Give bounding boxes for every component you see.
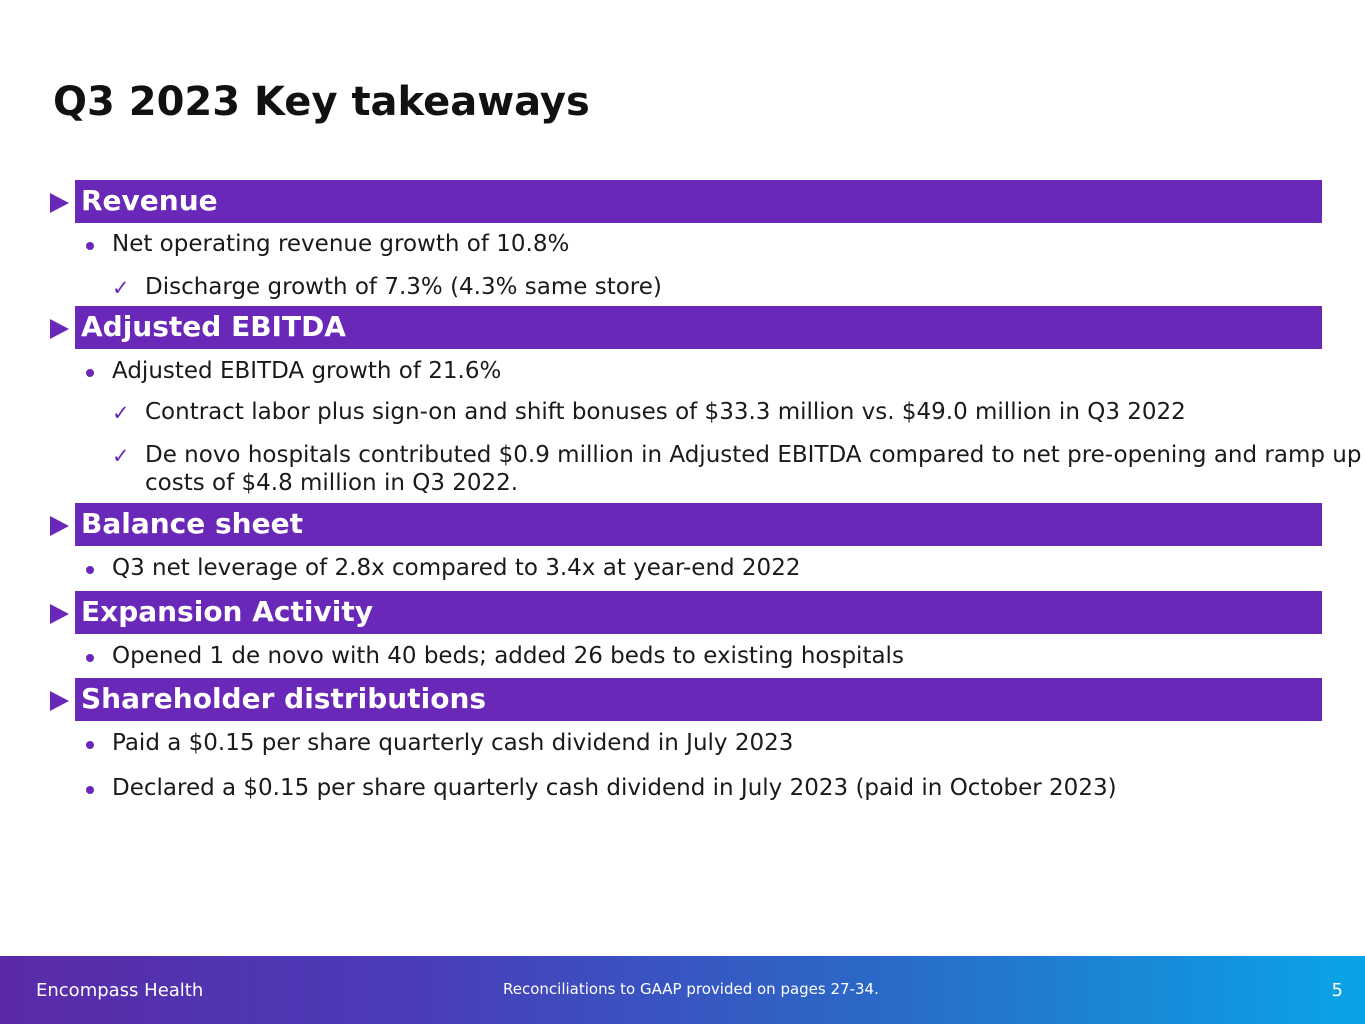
bullet-item: Adjusted EBITDA growth of 21.6% (50, 356, 1322, 386)
slide-content: Revenue Net operating revenue growth of … (50, 180, 1361, 803)
triangle-right-icon (50, 604, 69, 624)
check-text: De novo hospitals contributed $0.9 milli… (145, 442, 1362, 496)
check-item: ✓ Discharge growth of 7.3% (4.3% same st… (50, 273, 1322, 301)
bullet-dot-icon (86, 786, 94, 794)
section-header-balance-sheet: Balance sheet (50, 503, 1322, 546)
section-bar: Revenue (75, 180, 1322, 223)
bullet-text: Net operating revenue growth of 10.8% (112, 231, 570, 257)
section-title: Revenue (81, 184, 218, 217)
checkmark-icon: ✓ (112, 276, 130, 300)
section-title: Shareholder distributions (81, 682, 487, 715)
bullet-dot-icon (86, 741, 94, 749)
footer-company-name: Encompass Health (36, 980, 204, 1001)
triangle-right-icon (50, 319, 69, 339)
bullet-dot-icon (86, 654, 94, 662)
triangle-right-icon (50, 193, 69, 213)
bullet-item: Paid a $0.15 per share quarterly cash di… (50, 728, 1322, 758)
slide-footer: Encompass Health Reconciliations to GAAP… (0, 956, 1365, 1024)
section-bar: Balance sheet (75, 503, 1322, 546)
section-bar: Shareholder distributions (75, 678, 1322, 721)
bullet-dot-icon (86, 369, 94, 377)
bullet-text: Declared a $0.15 per share quarterly cas… (112, 775, 1117, 801)
bullet-text: Adjusted EBITDA growth of 21.6% (112, 358, 502, 384)
check-item: ✓ De novo hospitals contributed $0.9 mil… (50, 441, 1365, 497)
section-header-adjusted-ebitda: Adjusted EBITDA (50, 306, 1322, 349)
triangle-right-icon (50, 516, 69, 536)
bullet-text: Paid a $0.15 per share quarterly cash di… (112, 730, 794, 756)
section-title: Balance sheet (81, 507, 303, 540)
page-number: 5 (1331, 980, 1343, 1001)
section-bar: Adjusted EBITDA (75, 306, 1322, 349)
checkmark-icon: ✓ (112, 444, 130, 468)
triangle-right-icon (50, 691, 69, 711)
section-bar: Expansion Activity (75, 591, 1322, 634)
checkmark-icon: ✓ (112, 401, 130, 425)
bullet-item: Opened 1 de novo with 40 beds; added 26 … (50, 641, 1322, 671)
bullet-text: Opened 1 de novo with 40 beds; added 26 … (112, 643, 904, 669)
check-item: ✓ Contract labor plus sign-on and shift … (50, 398, 1322, 426)
check-text: Discharge growth of 7.3% (4.3% same stor… (145, 274, 662, 300)
bullet-dot-icon (86, 242, 94, 250)
footer-reconciliation-note: Reconciliations to GAAP provided on page… (503, 980, 879, 998)
section-header-expansion-activity: Expansion Activity (50, 591, 1322, 634)
check-text: Contract labor plus sign-on and shift bo… (145, 399, 1186, 425)
bullet-text: Q3 net leverage of 2.8x compared to 3.4x… (112, 555, 801, 581)
section-title: Adjusted EBITDA (81, 310, 346, 343)
section-header-revenue: Revenue (50, 180, 1322, 223)
slide-title: Q3 2023 Key takeaways (53, 79, 590, 125)
section-header-shareholder-distributions: Shareholder distributions (50, 678, 1322, 721)
section-title: Expansion Activity (81, 595, 373, 628)
bullet-item: Net operating revenue growth of 10.8% (50, 229, 1322, 259)
bullet-dot-icon (86, 566, 94, 574)
bullet-item: Declared a $0.15 per share quarterly cas… (50, 773, 1322, 803)
bullet-item: Q3 net leverage of 2.8x compared to 3.4x… (50, 553, 1322, 583)
